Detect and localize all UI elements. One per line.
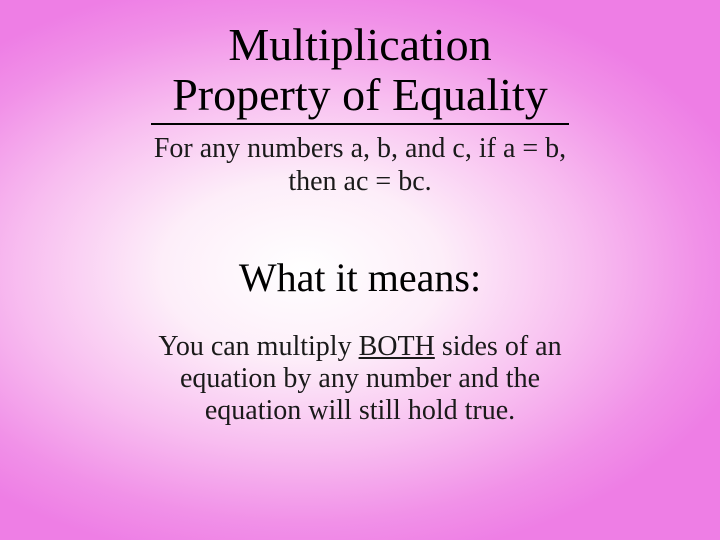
slide-title: Multiplication Property of Equality (172, 20, 548, 119)
title-underline (151, 123, 569, 125)
explanation-line-2: equation by any number and the (180, 363, 540, 394)
definition-text: For any numbers a, b, and c, if a = b, t… (154, 133, 566, 197)
title-line-1: Multiplication (228, 19, 491, 70)
explanation-after-1: sides of an (435, 331, 562, 362)
explanation-text: You can multiply BOTH sides of an equati… (158, 331, 561, 428)
slide-container: Multiplication Property of Equality For … (0, 0, 720, 540)
definition-line-1: For any numbers a, b, and c, if a = b, (154, 133, 566, 164)
definition-line-2: then ac = bc. (288, 166, 431, 197)
explanation-before: You can multiply (158, 331, 358, 362)
explanation-underlined: BOTH (359, 331, 435, 362)
title-line-2: Property of Equality (172, 69, 548, 120)
subtitle-text: What it means: (239, 254, 481, 301)
explanation-line-3: equation will still hold true. (205, 395, 515, 426)
